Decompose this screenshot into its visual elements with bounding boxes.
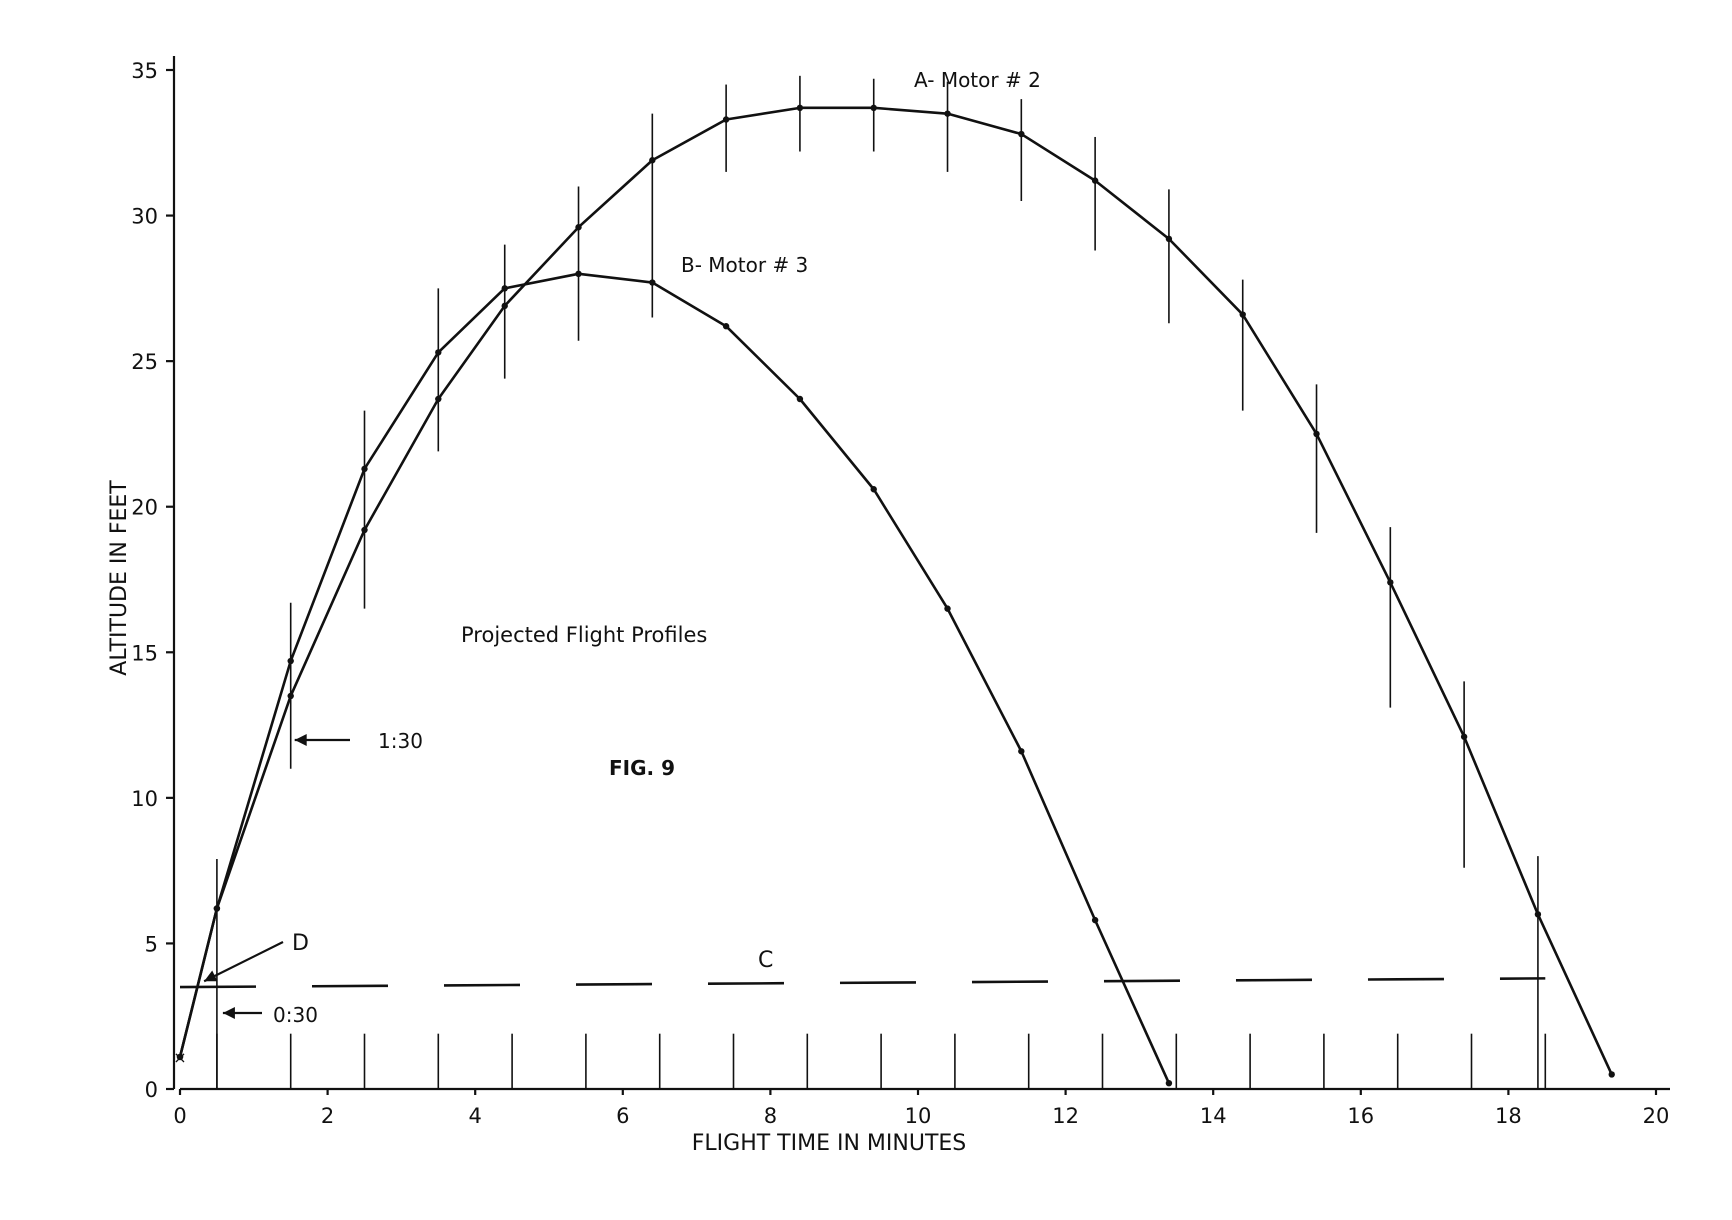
annotation-d: D xyxy=(292,931,309,956)
series-a-point xyxy=(722,116,730,123)
y-tick-label: 20 xyxy=(131,496,158,520)
series-a-point xyxy=(1018,130,1025,138)
x-tick-label: 14 xyxy=(1200,1104,1227,1128)
annotation-0-30: 0:30 xyxy=(273,1003,318,1027)
series-a-point xyxy=(796,104,804,112)
x-tick-label: 16 xyxy=(1347,1104,1374,1128)
series-b-line xyxy=(178,272,1171,1084)
series-a-point xyxy=(361,526,368,534)
y-tick-label: 35 xyxy=(131,59,158,83)
series-a-point xyxy=(944,110,951,117)
x-tick-label: 6 xyxy=(616,1104,629,1128)
x-tick-label: 10 xyxy=(905,1104,932,1128)
x-axis-label: FLIGHT TIME IN MINUTES xyxy=(692,1131,967,1156)
series-a-point xyxy=(1165,235,1173,243)
x-tick-label: 2 xyxy=(321,1104,334,1128)
y-tick-label: 15 xyxy=(131,641,158,665)
x-tick-label: 0 xyxy=(173,1104,186,1128)
chart-title: Projected Flight Profiles xyxy=(461,623,707,647)
reference-line-label: C xyxy=(758,948,773,973)
series-a-point xyxy=(1387,579,1394,586)
series-b-point xyxy=(944,605,951,612)
series-b-point xyxy=(1165,1079,1173,1087)
start-marker: × xyxy=(173,1048,186,1067)
series-a-point xyxy=(287,692,294,700)
annotation-d-arrow xyxy=(203,941,284,983)
series-a-point xyxy=(1534,911,1542,918)
x-tick-label: 8 xyxy=(764,1104,777,1128)
reference-line-c xyxy=(179,977,1546,989)
series-b-point xyxy=(501,285,508,292)
series-a-point xyxy=(1608,1071,1615,1078)
annotation-1-30: 1:30 xyxy=(378,729,423,753)
annotation-d-arrow-head xyxy=(204,970,218,982)
series-b-point xyxy=(176,1053,184,1061)
figure-label: FIG. 9 xyxy=(609,756,675,780)
reference-line-c-dashes xyxy=(179,977,1546,989)
x-tick-label: 18 xyxy=(1495,1104,1522,1128)
annotation-0-30-arrow-head xyxy=(222,1007,235,1019)
series-b-point xyxy=(575,270,582,277)
annotation-arrows xyxy=(203,734,350,1019)
series-b-point xyxy=(213,905,221,912)
error-bars xyxy=(216,75,1547,1089)
x-tick-label: 4 xyxy=(469,1104,482,1128)
series-b-point xyxy=(870,486,877,493)
y-tick-label: 0 xyxy=(145,1078,158,1102)
series-a-point xyxy=(1460,733,1468,740)
y-axis-label: ALTITUDE IN FEET xyxy=(107,480,132,676)
y-tick-label: 5 xyxy=(145,932,158,956)
y-tick-label: 25 xyxy=(131,350,158,374)
x-axis-ticks: 0 2 4 6 8 10 12 14 16 18 20 xyxy=(173,1089,1669,1128)
series-b-point xyxy=(649,279,656,286)
series-b-point xyxy=(361,465,368,473)
y-tick-label: 10 xyxy=(131,787,158,811)
series-b-point xyxy=(1018,748,1025,755)
series-b-point xyxy=(435,349,442,356)
series-a-point xyxy=(575,224,582,231)
series-a-point xyxy=(435,395,442,403)
series-lines: × xyxy=(173,104,1615,1087)
series-a-point xyxy=(870,104,877,112)
series-a-point xyxy=(649,157,656,164)
series-a-point xyxy=(1313,430,1320,438)
series-a-label: A- Motor # 2 xyxy=(914,68,1041,92)
series-b-label: B- Motor # 3 xyxy=(681,253,808,277)
y-tick-label: 30 xyxy=(131,205,158,229)
series-b-point xyxy=(796,395,804,403)
x-tick-label: 20 xyxy=(1643,1104,1670,1128)
y-axis-ticks: 0 5 10 15 20 25 30 35 xyxy=(131,59,174,1102)
series-b-point xyxy=(287,657,294,665)
axes xyxy=(172,56,1670,1091)
series-a-point xyxy=(501,302,508,310)
series-a-point xyxy=(1091,177,1099,184)
series-a-line xyxy=(178,106,1613,1075)
series-b-point xyxy=(1091,916,1099,924)
series-a-point xyxy=(1239,311,1246,318)
series-b-point xyxy=(722,323,730,330)
x-tick-label: 12 xyxy=(1052,1104,1079,1128)
annotation-1-30-arrow-head xyxy=(294,734,307,746)
